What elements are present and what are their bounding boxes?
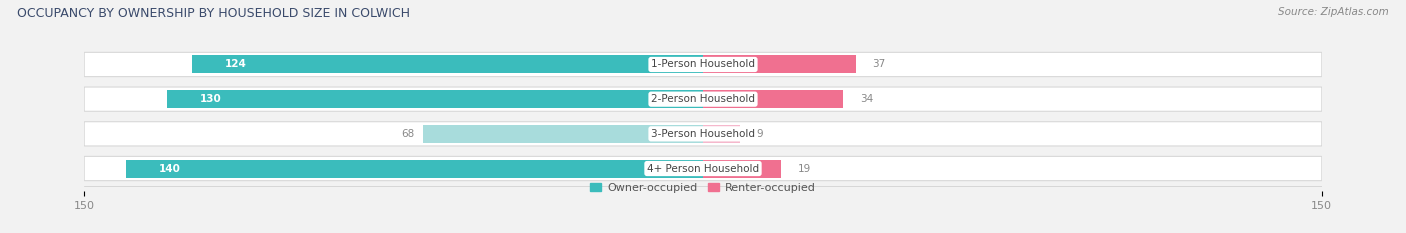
Text: 68: 68 (401, 129, 415, 139)
Text: 140: 140 (159, 164, 180, 174)
Text: 9: 9 (756, 129, 763, 139)
Text: 124: 124 (225, 59, 246, 69)
Bar (703, 160, 782, 178)
Text: 37: 37 (872, 59, 886, 69)
Text: 1-Person Household: 1-Person Household (651, 59, 755, 69)
Text: Source: ZipAtlas.com: Source: ZipAtlas.com (1278, 7, 1389, 17)
Bar (125, 160, 703, 178)
Bar (703, 125, 740, 143)
Text: 4+ Person Household: 4+ Person Household (647, 164, 759, 174)
Bar (191, 55, 703, 73)
FancyBboxPatch shape (84, 122, 1322, 146)
Text: 2-Person Household: 2-Person Household (651, 94, 755, 104)
Bar (703, 55, 856, 73)
Text: 34: 34 (859, 94, 873, 104)
Text: OCCUPANCY BY OWNERSHIP BY HOUSEHOLD SIZE IN COLWICH: OCCUPANCY BY OWNERSHIP BY HOUSEHOLD SIZE… (17, 7, 411, 20)
FancyBboxPatch shape (84, 156, 1322, 181)
Legend: Owner-occupied, Renter-occupied: Owner-occupied, Renter-occupied (586, 178, 820, 197)
Bar (423, 125, 703, 143)
Text: 3-Person Household: 3-Person Household (651, 129, 755, 139)
Bar (167, 90, 703, 108)
FancyBboxPatch shape (84, 87, 1322, 111)
Bar (703, 90, 844, 108)
Text: 130: 130 (200, 94, 222, 104)
Text: 19: 19 (797, 164, 811, 174)
FancyBboxPatch shape (84, 52, 1322, 77)
